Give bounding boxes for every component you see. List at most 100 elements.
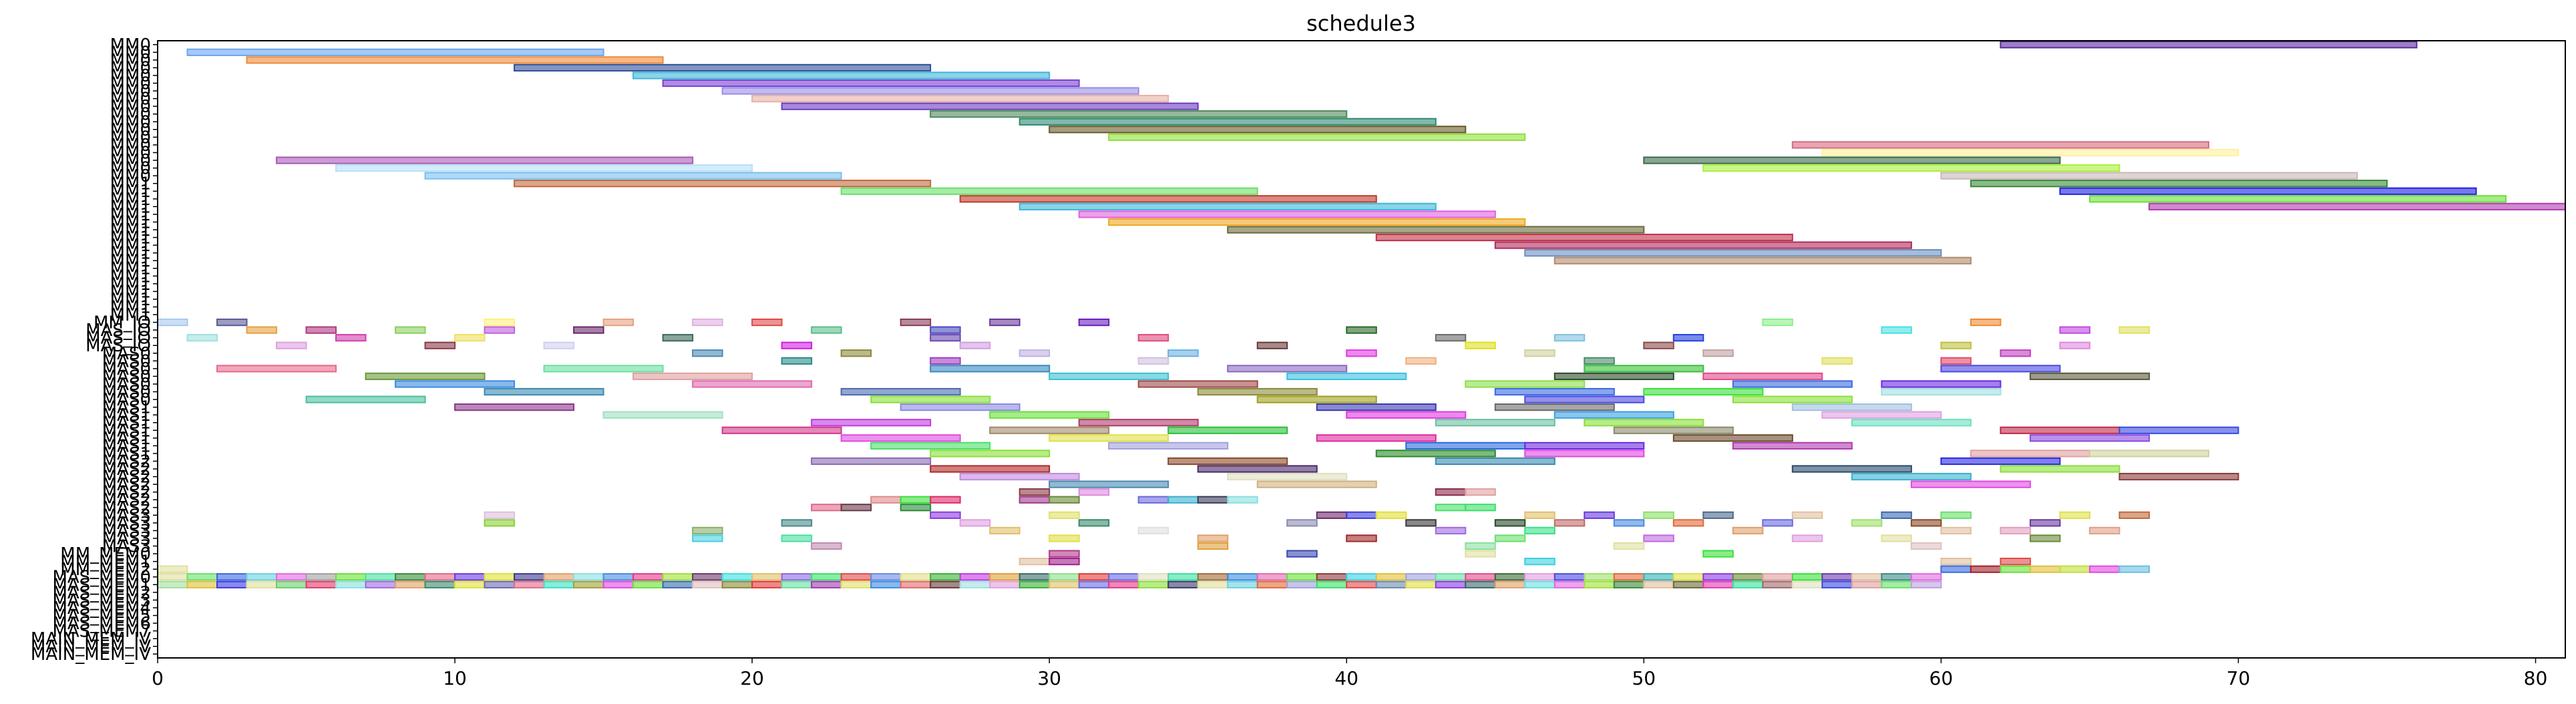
bar-120 [1524, 395, 1645, 403]
y-tick-label: MM0 [110, 136, 151, 156]
bar-257 [2029, 565, 2061, 573]
bar-291 [1049, 573, 1080, 581]
y-tick-labels: MM0MM0MM0MM0MM0MM0MM0MM0MM0MM0MM0MM0MM0M… [31, 35, 158, 665]
bar-125 [1494, 403, 1615, 411]
bar-97 [1940, 365, 2061, 373]
bar-252 [2000, 558, 2031, 566]
y-tick-label: MM0 [110, 66, 151, 86]
bar-372 [1672, 580, 1704, 588]
bar-273 [514, 573, 545, 581]
bar-93 [543, 365, 664, 373]
bar-161 [1940, 457, 2061, 466]
bar-155 [1524, 450, 1645, 458]
bar-268 [365, 573, 397, 581]
bar-348 [959, 580, 991, 588]
bar-298 [1256, 573, 1288, 581]
y-tick-label: MM0 [110, 120, 151, 140]
bar-146 [1672, 434, 1793, 442]
y-tick-label: MAS0 [102, 390, 151, 410]
x-tick-label: 0 [152, 667, 164, 689]
bar-101 [1286, 372, 1407, 381]
bar-60 [454, 334, 486, 342]
y-tick-label: MM1 [110, 244, 151, 264]
bar-321 [157, 580, 188, 588]
bar-10 [1019, 118, 1437, 126]
bar-90 [1821, 357, 1853, 365]
bar-221 [989, 526, 1021, 535]
bar-129 [1346, 411, 1467, 419]
bar-22 [1970, 180, 2388, 188]
bar-38 [484, 318, 516, 327]
y-tick-label: MM1 [110, 212, 151, 232]
bar-307 [1524, 573, 1555, 581]
y-tick-label: MAS1 [102, 398, 151, 418]
bar-289 [989, 573, 1021, 581]
bar-369 [1584, 580, 1615, 588]
bar-292 [1078, 573, 1110, 581]
bar-177 [870, 496, 902, 504]
y-tick-label: MM_MEM1 [60, 552, 151, 572]
bar-15 [276, 156, 694, 164]
bar-256 [2000, 565, 2031, 573]
bar-315 [1762, 573, 1793, 581]
bar-126 [1791, 403, 1912, 411]
y-tick-label: MM1 [110, 282, 151, 302]
bar-191 [484, 511, 516, 519]
bar-46 [1970, 318, 2002, 327]
bar-282 [781, 573, 813, 581]
y-tick-label: MAS2 [102, 490, 151, 510]
bar-174 [1078, 488, 1110, 496]
bar-87 [1137, 357, 1169, 365]
bar-34 [1524, 249, 1942, 257]
y-tick-label: MAS3 [102, 537, 151, 557]
bar-152 [1732, 442, 1853, 450]
bar-8 [781, 102, 1199, 110]
bar-218 [1910, 519, 1942, 527]
bar-42 [900, 318, 932, 327]
bar-135 [1584, 419, 1704, 427]
bar-92 [216, 365, 337, 373]
y-tick-label: MM0 [110, 112, 151, 132]
bar-162 [930, 465, 1051, 473]
bar-265 [276, 573, 307, 581]
bar-306 [1494, 573, 1526, 581]
y-tick-label: MAS2 [102, 498, 151, 518]
y-tick-label: MM_MEM2 [60, 560, 151, 580]
bar-320 [1910, 573, 1942, 581]
y-tick-label: MM0 [110, 166, 151, 186]
y-tick-label: MAS2 [102, 483, 151, 503]
y-tick-label: MAIN_MEM_IV [31, 637, 151, 657]
y-tick-label: MM1 [110, 275, 151, 295]
bar-267 [335, 573, 367, 581]
bar-44 [1078, 318, 1110, 327]
bar-224 [1524, 526, 1555, 535]
bar-223 [1435, 526, 1467, 535]
bar-263 [216, 573, 248, 581]
bar-351 [1049, 580, 1080, 588]
bar-153 [930, 450, 1051, 458]
bar-6 [721, 87, 1139, 95]
bar-33 [1494, 241, 1912, 249]
bar-300 [1316, 573, 1348, 581]
bar-154 [1375, 450, 1496, 458]
y-tick-label: MAS1 [102, 436, 151, 456]
bar-136 [1851, 419, 1972, 427]
y-tick-label: MM1 [110, 190, 151, 210]
bar-203 [1940, 511, 1972, 519]
bar-259 [2088, 565, 2121, 573]
x-tick-label: 50 [1632, 667, 1656, 689]
bar-365 [1465, 580, 1496, 588]
bar-130 [1553, 411, 1674, 419]
bar-66 [1672, 334, 1704, 342]
bar-116 [1881, 387, 2002, 396]
bar-192 [930, 511, 961, 519]
bar-52 [811, 326, 842, 334]
bar-23 [840, 187, 1258, 195]
bar-21 [514, 180, 932, 188]
y-tick-label: MAS_MEM6 [52, 614, 151, 634]
bar-304 [1435, 573, 1467, 581]
bar-253 [157, 565, 188, 573]
bar-343 [811, 580, 842, 588]
bar-220 [692, 526, 723, 535]
y-tick-label: MM1 [110, 305, 151, 325]
